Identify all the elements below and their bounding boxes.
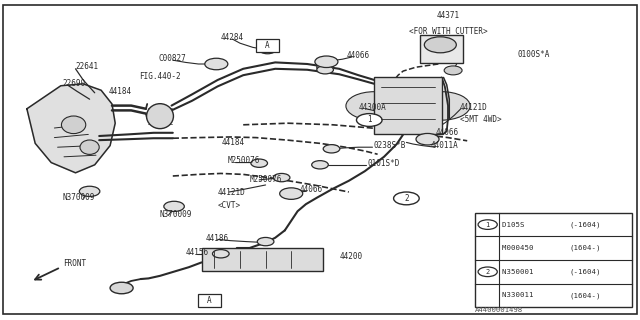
Text: C00827: C00827 bbox=[159, 54, 186, 63]
Ellipse shape bbox=[80, 140, 99, 154]
Text: 44066: 44066 bbox=[435, 128, 458, 137]
Text: 0100S*A: 0100S*A bbox=[517, 50, 550, 59]
Text: <CVT>: <CVT> bbox=[218, 201, 241, 210]
Ellipse shape bbox=[61, 116, 86, 134]
Text: <5MT 4WD>: <5MT 4WD> bbox=[460, 116, 501, 124]
Text: 1: 1 bbox=[486, 221, 490, 228]
Text: 2: 2 bbox=[404, 194, 409, 203]
Ellipse shape bbox=[147, 104, 173, 129]
Text: A: A bbox=[207, 296, 212, 305]
Text: (1604-): (1604-) bbox=[570, 245, 601, 252]
Text: FRONT: FRONT bbox=[63, 259, 86, 268]
Circle shape bbox=[212, 250, 229, 258]
Circle shape bbox=[79, 186, 100, 196]
Text: 44121D: 44121D bbox=[460, 103, 487, 112]
Circle shape bbox=[257, 237, 274, 246]
Text: 44184: 44184 bbox=[222, 138, 245, 147]
Text: A4400001498: A4400001498 bbox=[475, 308, 523, 313]
Text: 44186: 44186 bbox=[206, 234, 229, 243]
Text: 44371: 44371 bbox=[436, 11, 460, 20]
Circle shape bbox=[424, 37, 456, 53]
Text: N370009: N370009 bbox=[160, 210, 193, 219]
Text: 22641: 22641 bbox=[76, 62, 99, 71]
Circle shape bbox=[259, 45, 276, 54]
Text: 1: 1 bbox=[367, 116, 372, 124]
Text: N330011: N330011 bbox=[502, 292, 538, 298]
Text: D105S: D105S bbox=[502, 221, 538, 228]
Text: 0101S*D: 0101S*D bbox=[368, 159, 401, 168]
Text: 0238S*B: 0238S*B bbox=[374, 141, 406, 150]
Text: 44300A: 44300A bbox=[358, 103, 386, 112]
Circle shape bbox=[478, 220, 497, 229]
Bar bbox=[475, 213, 632, 307]
Circle shape bbox=[164, 201, 184, 212]
Circle shape bbox=[416, 133, 439, 145]
Text: A: A bbox=[265, 41, 270, 50]
Circle shape bbox=[280, 188, 303, 199]
Text: (-1604): (-1604) bbox=[570, 268, 601, 275]
Circle shape bbox=[312, 161, 328, 169]
Bar bbox=[198, 294, 221, 307]
Circle shape bbox=[317, 66, 333, 74]
Text: 44011A: 44011A bbox=[431, 141, 458, 150]
Circle shape bbox=[205, 58, 228, 70]
Bar bbox=[374, 77, 442, 134]
Circle shape bbox=[273, 173, 290, 182]
Text: M250076: M250076 bbox=[227, 156, 260, 165]
Circle shape bbox=[444, 66, 462, 75]
Circle shape bbox=[396, 193, 417, 204]
Text: M250076: M250076 bbox=[250, 175, 282, 184]
Circle shape bbox=[478, 267, 497, 276]
Text: FIG.440-2: FIG.440-2 bbox=[139, 72, 180, 81]
Circle shape bbox=[413, 92, 470, 120]
Text: (1604-): (1604-) bbox=[570, 292, 601, 299]
Bar bbox=[420, 35, 463, 63]
Circle shape bbox=[356, 114, 382, 126]
Circle shape bbox=[315, 56, 338, 68]
Text: M000450: M000450 bbox=[502, 245, 538, 251]
Circle shape bbox=[317, 63, 333, 71]
Text: N350001: N350001 bbox=[502, 269, 538, 275]
Text: <FOR WITH CUTTER>: <FOR WITH CUTTER> bbox=[409, 27, 487, 36]
Bar bbox=[256, 39, 279, 52]
Text: 44156: 44156 bbox=[186, 248, 209, 257]
Text: (-1604): (-1604) bbox=[570, 221, 601, 228]
Text: 44066: 44066 bbox=[347, 51, 370, 60]
Text: 44121D: 44121D bbox=[218, 188, 245, 197]
Text: N370009: N370009 bbox=[62, 193, 95, 202]
Circle shape bbox=[323, 145, 340, 153]
Circle shape bbox=[346, 92, 403, 120]
Text: 44200: 44200 bbox=[339, 252, 362, 261]
Circle shape bbox=[394, 192, 419, 205]
Text: 2: 2 bbox=[486, 269, 490, 275]
Text: 44284: 44284 bbox=[221, 33, 244, 42]
Circle shape bbox=[251, 159, 268, 167]
Text: 44066: 44066 bbox=[300, 185, 323, 194]
Text: 22690: 22690 bbox=[63, 79, 86, 88]
Circle shape bbox=[110, 282, 133, 294]
Polygon shape bbox=[27, 84, 115, 173]
Bar bbox=[202, 248, 323, 271]
Text: 44184: 44184 bbox=[109, 87, 132, 96]
